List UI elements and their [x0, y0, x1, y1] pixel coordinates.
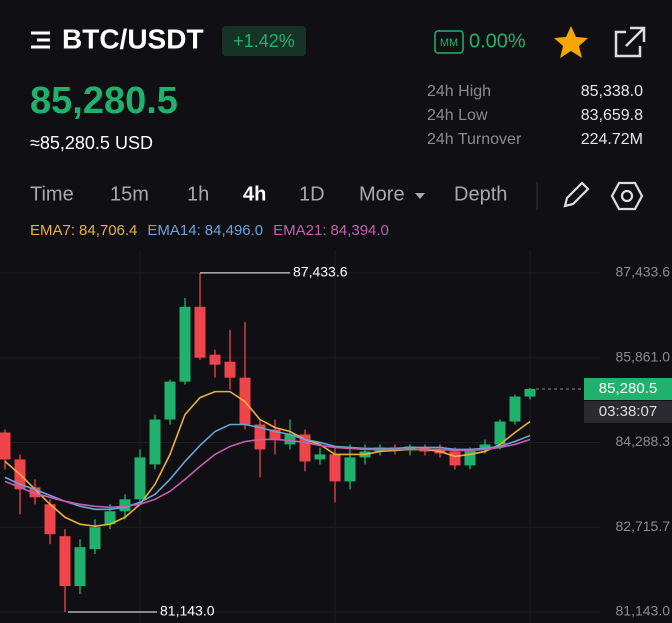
candle-body	[29, 487, 41, 498]
candle-body	[479, 444, 491, 450]
candle-body	[329, 454, 341, 482]
tab[interactable]: 15m	[110, 183, 149, 205]
last-price-box	[584, 377, 672, 400]
change: +1.42%	[233, 31, 295, 51]
candle-body	[269, 429, 281, 440]
indicators: EMA7: 84,706.4 EMA14: 84,496.0 EMA21: 84,394.…	[30, 222, 389, 239]
candle-body	[164, 381, 176, 420]
candle-body	[464, 449, 476, 466]
tab[interactable]: Depth	[454, 183, 507, 205]
usd-price: ≈85,280.5 USD	[30, 133, 153, 153]
tab[interactable]: More	[359, 183, 405, 205]
candle-body	[404, 446, 416, 451]
candle-body	[224, 361, 236, 378]
indicator-name: EMA21:	[273, 222, 326, 239]
candle-body	[209, 354, 221, 365]
stat-value: 224.72M	[581, 131, 643, 148]
last-price-label: 85,280.5	[599, 380, 657, 397]
stat-value: 83,659.8	[581, 107, 643, 124]
candle-body	[149, 419, 161, 465]
candle-body	[134, 457, 146, 500]
share-icon[interactable]	[614, 26, 646, 58]
candle-body	[59, 536, 71, 587]
high-marker-label: 87,433.6	[293, 264, 348, 280]
tab[interactable]: Time	[30, 183, 74, 205]
stat-label: 24h High	[427, 83, 491, 100]
icon-path	[614, 30, 642, 58]
indicator-value: 84,706.4	[79, 222, 137, 239]
countdown: 03:38:07	[599, 403, 657, 420]
tab[interactable]: 1h	[187, 183, 209, 205]
countdown-box	[584, 400, 672, 423]
candle-body	[119, 499, 131, 512]
candle-body	[74, 547, 86, 587]
change-badge	[222, 26, 306, 56]
pair[interactable]: BTC/USDT	[62, 23, 204, 54]
icon-path	[625, 26, 646, 47]
candle-body	[344, 457, 356, 482]
mm-value[interactable]: 0.00%	[469, 30, 526, 52]
pencil-icon[interactable]	[563, 181, 590, 208]
ema-line	[4, 438, 531, 509]
y-tick-label: 81,143.0	[616, 603, 671, 619]
stats: 24h High 85,338.0 24h Low 83,659.8 24h Turno…	[427, 83, 643, 148]
low-marker-label: 81,143.0	[160, 603, 215, 619]
indicator-name: EMA14:	[147, 222, 200, 239]
icon-path	[563, 181, 590, 208]
dropdown-arrow	[415, 193, 425, 199]
mm-icon: MM	[440, 37, 458, 49]
y-tick-label: 82,715.7	[616, 518, 671, 534]
icon-path	[620, 189, 634, 203]
candle-body	[194, 306, 206, 358]
icon-path	[610, 181, 644, 211]
stat-label: 24h Low	[427, 107, 488, 124]
candle-body	[284, 434, 296, 445]
indicator-value: 84,394.0	[331, 222, 389, 239]
mm-icon-box	[434, 30, 464, 54]
ema-line	[4, 390, 531, 528]
candle-body	[44, 504, 56, 535]
indicator-name: EMA7:	[30, 222, 75, 239]
star-icon[interactable]	[554, 26, 588, 58]
indicator-text: EMA7: 84,706.4	[30, 222, 137, 239]
ema-line	[4, 423, 531, 511]
candle-body	[299, 434, 311, 462]
price: 85,280.5	[30, 80, 178, 122]
candle-body	[314, 454, 326, 460]
candle-body	[179, 306, 191, 382]
indicator-text: EMA14: 84,496.0	[147, 222, 263, 239]
candle-body	[449, 451, 461, 466]
tabs: Time 15m 1h 4h 1D More Depth	[30, 183, 507, 205]
menu-icon[interactable]	[31, 31, 50, 49]
candle-body	[509, 396, 521, 422]
chart: 87,433.6 85,861.0 84,288.3 82,715.7 81,143.0…	[0, 250, 672, 623]
candle-body	[494, 421, 506, 445]
candle-body	[0, 432, 11, 460]
candle-body	[254, 424, 266, 450]
candle-body	[524, 388, 536, 397]
settings-icon[interactable]	[610, 181, 644, 211]
indicator-value: 84,496.0	[205, 222, 263, 239]
y-tick-label: 84,288.3	[616, 433, 671, 449]
stat-value: 85,338.0	[581, 83, 643, 100]
tab[interactable]: 1D	[299, 183, 325, 205]
stat-label: 24h Turnover	[427, 131, 522, 148]
y-tick-label: 85,861.0	[616, 348, 671, 364]
candle-body	[89, 527, 101, 550]
tab[interactable]: 4h	[243, 183, 266, 205]
y-tick-label: 87,433.6	[616, 264, 671, 280]
candle-body	[104, 511, 116, 525]
indicator-text: EMA21: 84,394.0	[273, 222, 389, 239]
